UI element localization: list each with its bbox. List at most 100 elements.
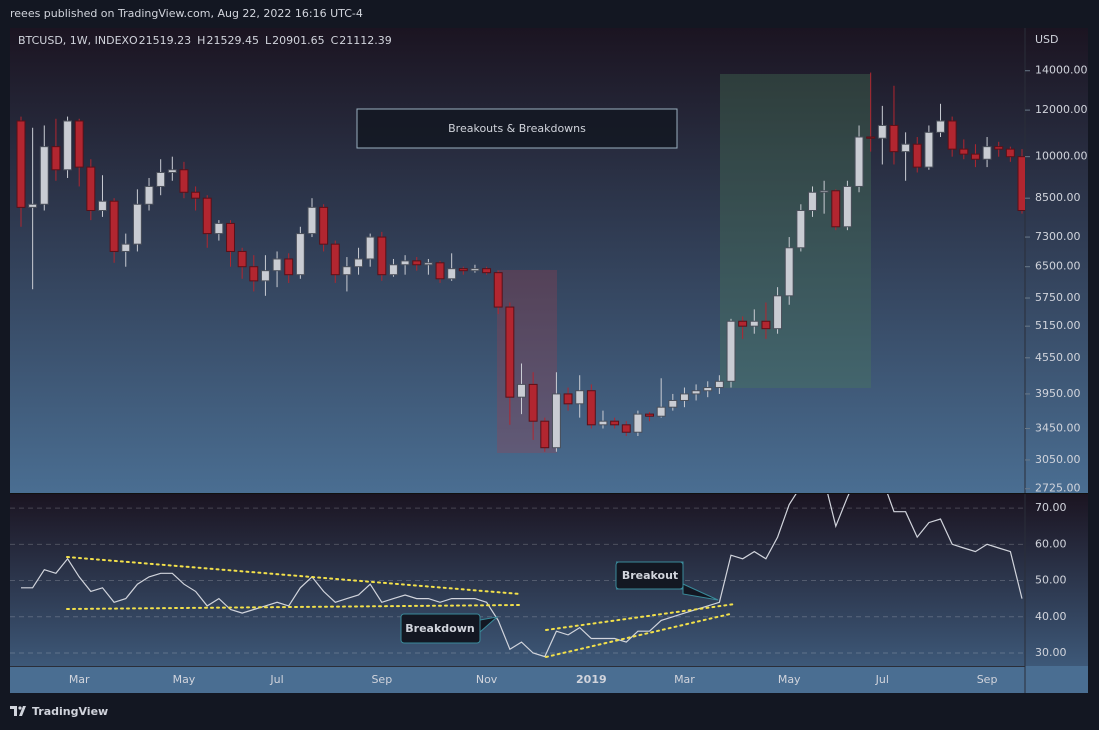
candle-body bbox=[470, 268, 480, 272]
candle-body bbox=[272, 258, 282, 272]
candle-body bbox=[319, 206, 329, 245]
y-tick-label: 12000.00 bbox=[1035, 103, 1088, 116]
candle-body bbox=[354, 258, 364, 268]
candle-body bbox=[505, 306, 515, 398]
candle-body bbox=[575, 390, 585, 405]
ohlc-legend: O 21519.23 H 21529.45 L 20901.65 C 21112.39 bbox=[129, 34, 392, 47]
annotation: Breakdown bbox=[405, 622, 474, 635]
candle-body bbox=[1017, 156, 1025, 211]
candle-body bbox=[645, 413, 654, 417]
y-tick-label: 30.00 bbox=[1035, 646, 1067, 659]
publisher: reees published on TradingView.com, Aug … bbox=[10, 7, 363, 20]
candle-body bbox=[679, 393, 689, 401]
candle-body bbox=[435, 262, 445, 280]
callout bbox=[615, 561, 684, 590]
candle-body bbox=[28, 203, 38, 208]
candle-body bbox=[540, 420, 550, 449]
candle-body bbox=[330, 243, 340, 276]
candle-body bbox=[784, 247, 794, 297]
y-tick-label: 3950.00 bbox=[1035, 387, 1081, 400]
rsi-line bbox=[21, 494, 1023, 658]
candle-body bbox=[295, 233, 305, 276]
callout bbox=[400, 613, 481, 644]
candle-body bbox=[691, 390, 701, 395]
x-tick-label: Sep bbox=[977, 673, 998, 686]
time-axis bbox=[10, 666, 1088, 693]
y-tick-label: 50.00 bbox=[1035, 574, 1067, 587]
y-tick-label: 14000.00 bbox=[1035, 64, 1088, 77]
price-pane bbox=[10, 28, 1088, 493]
candle-body bbox=[74, 120, 84, 168]
candle-body bbox=[493, 272, 503, 308]
ohlc-value: 21529.45 bbox=[206, 34, 259, 47]
candle-body bbox=[912, 143, 922, 168]
x-tick-label: 2019 bbox=[576, 673, 607, 686]
candle-body bbox=[423, 262, 433, 266]
candle-body bbox=[982, 146, 992, 160]
candle-body bbox=[924, 131, 934, 168]
logo bbox=[10, 706, 26, 716]
candle-body bbox=[854, 136, 864, 187]
y-tick-label: 5750.00 bbox=[1035, 291, 1081, 304]
candle-body bbox=[959, 148, 969, 155]
candle-body bbox=[179, 169, 189, 193]
y-tick-label: 4550.00 bbox=[1035, 351, 1081, 364]
candle-body bbox=[121, 243, 131, 252]
y-tick-label: 60.00 bbox=[1035, 537, 1067, 550]
x-tick-label: Mar bbox=[69, 673, 90, 686]
ohlc-key: O bbox=[129, 34, 138, 47]
trendline bbox=[66, 604, 521, 610]
y-tick-label: 3450.00 bbox=[1035, 421, 1081, 434]
candle-body bbox=[458, 268, 468, 272]
candle-body bbox=[866, 136, 876, 139]
brand: TradingView bbox=[32, 705, 108, 718]
x-tick-label: May bbox=[173, 673, 196, 686]
candle-body bbox=[132, 203, 142, 245]
candle-body bbox=[517, 383, 526, 398]
candle-body bbox=[936, 120, 945, 133]
candle-body bbox=[482, 268, 492, 274]
candle-body bbox=[365, 236, 375, 260]
x-tick-label: Sep bbox=[371, 673, 392, 686]
candle-body bbox=[156, 171, 166, 187]
candle-body bbox=[307, 206, 317, 235]
candle-body bbox=[901, 143, 911, 153]
candle-body bbox=[889, 124, 899, 153]
candle-body bbox=[714, 380, 724, 389]
candle-body bbox=[249, 266, 259, 282]
y-tick-label: 70.00 bbox=[1035, 501, 1067, 514]
candle-body bbox=[98, 200, 107, 211]
candle-body bbox=[773, 295, 783, 330]
candle-body bbox=[342, 266, 352, 276]
chart-title: Breakouts & Breakdowns bbox=[448, 122, 586, 135]
candle-body bbox=[749, 320, 759, 327]
trendline bbox=[545, 603, 736, 631]
candle-body bbox=[994, 146, 1004, 150]
candle-body bbox=[1005, 148, 1015, 158]
candle-body bbox=[214, 222, 224, 235]
candle-body bbox=[16, 120, 26, 208]
rsi-series bbox=[10, 494, 1025, 658]
candle-body bbox=[551, 393, 561, 449]
y-tick-label: 6500.00 bbox=[1035, 260, 1081, 273]
breakout-zone bbox=[720, 74, 871, 388]
candle-body bbox=[202, 197, 212, 235]
candle-body bbox=[947, 120, 957, 150]
candle-body bbox=[761, 320, 771, 330]
title-box bbox=[356, 108, 678, 149]
trendline bbox=[66, 556, 521, 595]
candle-body bbox=[610, 420, 620, 426]
candle-body bbox=[703, 387, 713, 392]
y-tick-label: 40.00 bbox=[1035, 610, 1067, 623]
candle-body bbox=[656, 406, 666, 417]
x-tick-label: Jul bbox=[269, 673, 283, 686]
candle-body bbox=[377, 236, 387, 276]
candle-body bbox=[563, 393, 573, 405]
rsi-pane bbox=[10, 494, 1088, 666]
candle-body bbox=[808, 191, 817, 211]
candle-body bbox=[191, 191, 201, 199]
x-tick-label: Jul bbox=[875, 673, 889, 686]
ohlc-value: 21112.39 bbox=[339, 34, 392, 47]
y-tick-label: 5150.00 bbox=[1035, 319, 1081, 332]
candle-body bbox=[260, 270, 270, 282]
